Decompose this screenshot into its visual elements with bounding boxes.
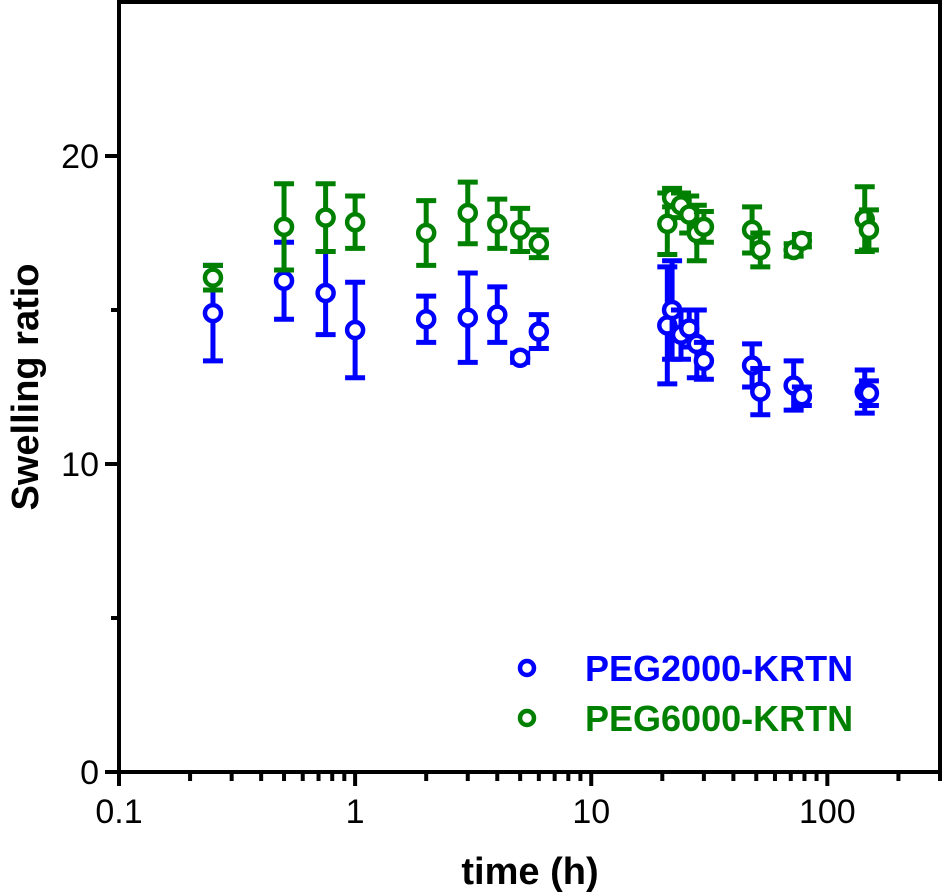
data-point <box>509 347 531 368</box>
y-tick-label: 20 <box>61 138 99 176</box>
marker <box>693 350 715 372</box>
series-layer <box>202 179 880 418</box>
data-point <box>457 179 479 247</box>
data-point <box>487 196 508 251</box>
marker <box>344 211 366 233</box>
legend-label: PEG2000-KRTN <box>585 648 853 689</box>
y-tick-label: 0 <box>80 754 99 792</box>
data-point <box>693 208 715 245</box>
marker <box>693 216 715 238</box>
data-point <box>854 184 875 254</box>
plot-frame <box>117 0 942 774</box>
marker <box>741 355 763 376</box>
legend-marker <box>517 658 537 678</box>
marker <box>858 382 880 404</box>
marker <box>750 239 771 261</box>
marker <box>528 321 550 342</box>
marker <box>457 307 479 328</box>
legend-item: PEG6000-KRTN <box>517 698 853 739</box>
marker <box>487 304 508 325</box>
x-axis-title: time (h) <box>461 851 598 893</box>
marker <box>509 219 531 241</box>
marker <box>202 302 224 324</box>
data-point <box>344 279 366 381</box>
marker <box>415 222 437 244</box>
y-axis-title: Swelling ratio <box>5 263 47 510</box>
marker <box>315 207 336 228</box>
data-point <box>457 270 479 365</box>
x-axis: 0.1 1 10 100 <box>95 772 942 831</box>
marker <box>457 202 479 224</box>
marker <box>202 267 224 288</box>
marker <box>791 230 813 251</box>
data-point <box>415 198 437 268</box>
marker <box>791 385 813 407</box>
data-point <box>344 193 366 251</box>
data-point <box>509 205 531 254</box>
marker <box>528 233 550 255</box>
y-axis: 0 10 20 <box>61 138 119 792</box>
series-peg2000-krtn <box>202 239 880 418</box>
data-point <box>686 202 708 264</box>
data-point <box>858 207 880 253</box>
data-point <box>693 339 715 382</box>
data-point <box>750 230 771 270</box>
marker <box>741 219 763 241</box>
data-point <box>415 293 437 345</box>
marker <box>315 282 336 304</box>
marker <box>344 319 366 341</box>
series-peg6000-krtn <box>202 179 880 293</box>
x-tick-label: 100 <box>799 793 856 831</box>
data-point <box>487 284 508 345</box>
data-point <box>858 378 880 408</box>
marker <box>273 270 295 291</box>
data-point <box>791 384 813 408</box>
legend: PEG2000-KRTN PEG6000-KRTN <box>517 648 853 739</box>
data-point <box>202 262 224 293</box>
legend-label: PEG6000-KRTN <box>585 698 853 739</box>
marker <box>273 216 295 238</box>
legend-item: PEG2000-KRTN <box>517 648 853 689</box>
data-point <box>750 366 771 418</box>
x-tick-label: 0.1 <box>95 793 142 831</box>
marker <box>415 308 437 330</box>
data-point <box>315 181 336 254</box>
marker <box>750 381 771 402</box>
data-point <box>791 230 813 251</box>
data-point <box>528 227 550 261</box>
y-tick-label: 10 <box>61 446 99 484</box>
marker <box>858 219 880 241</box>
data-point <box>273 181 295 273</box>
x-tick-label: 10 <box>572 793 610 831</box>
data-point <box>528 312 550 351</box>
marker <box>509 347 531 368</box>
marker <box>487 213 508 235</box>
legend-marker <box>517 708 537 728</box>
x-tick-label: 1 <box>346 793 365 831</box>
data-point <box>315 248 336 338</box>
